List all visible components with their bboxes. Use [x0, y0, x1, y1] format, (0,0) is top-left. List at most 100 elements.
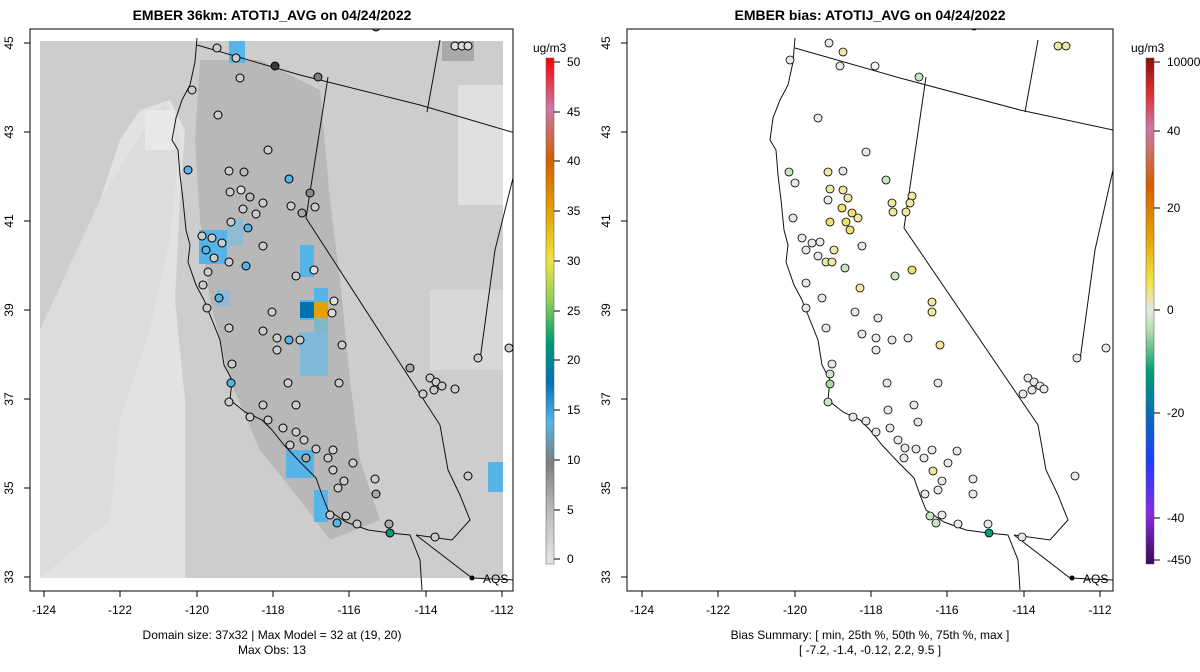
- obs-site: [405, 363, 415, 373]
- bias-site: [900, 443, 910, 453]
- colorbar-tick: 20: [1167, 201, 1181, 215]
- bias-site: [887, 198, 897, 208]
- obs-site: [201, 245, 211, 255]
- bias-site: [785, 55, 795, 65]
- obs-site: [384, 519, 394, 529]
- bias-site: [983, 519, 993, 529]
- bias-site: [801, 245, 811, 255]
- obs-site: [309, 265, 319, 275]
- obs-site: [463, 471, 473, 481]
- obs-site: [332, 518, 342, 528]
- obs-site: [263, 415, 273, 425]
- bias-site: [827, 359, 837, 369]
- obs-site: [437, 381, 447, 391]
- bias-site: [821, 323, 831, 333]
- obs-site: [278, 423, 288, 433]
- obs-site: [241, 261, 251, 271]
- right-map-area: AQS: [627, 29, 1113, 591]
- left-footer-line2: Max Obs: 13: [238, 643, 306, 657]
- right-bias-sites: [784, 29, 1111, 542]
- left-footer-line1: Domain size: 37x32 | Max Model = 32 at (…: [143, 628, 402, 642]
- bias-site: [928, 466, 938, 476]
- obs-site: [270, 61, 280, 71]
- colorbar-tick: 35: [567, 204, 581, 218]
- bias-site: [899, 453, 909, 463]
- obs-site: [224, 166, 234, 176]
- bias-site: [927, 297, 937, 307]
- obs-site: [243, 223, 253, 233]
- bias-site: [927, 445, 937, 455]
- bias-site: [943, 458, 953, 468]
- left-border-id: [426, 39, 441, 113]
- bias-site: [911, 444, 921, 454]
- bias-site: [927, 307, 937, 317]
- model-grid-ocean-inner: [40, 100, 180, 578]
- model-cell-blue: [314, 288, 328, 302]
- right-colorbar: ug/m3 10000 40 20 0 -20 -40 -450: [1131, 41, 1200, 567]
- obs-site: [239, 167, 249, 177]
- bias-site: [807, 238, 817, 248]
- bias-site: [937, 476, 947, 486]
- x-tick-label: -112: [1088, 603, 1111, 617]
- obs-site: [463, 41, 473, 51]
- left-title: EMBER 36km: ATOTIJ_AVG on 04/24/2022: [133, 7, 412, 23]
- obs-site: [301, 453, 311, 463]
- right-map-bg: [627, 29, 1113, 591]
- y-tick-label: 41: [599, 214, 613, 228]
- left-obs-sites: [183, 29, 513, 542]
- bias-site: [885, 423, 895, 433]
- x-tick-label: -124: [32, 603, 56, 617]
- bias-site: [813, 251, 823, 261]
- colorbar-tick: 0: [1167, 303, 1174, 317]
- obs-site: [385, 528, 395, 538]
- obs-site: [310, 202, 320, 212]
- obs-site: [224, 323, 234, 333]
- aqs-legend-marker: [469, 575, 475, 581]
- bias-site: [893, 435, 903, 445]
- bias-site: [1029, 377, 1039, 387]
- obs-site: [285, 440, 295, 450]
- obs-site: [245, 192, 255, 202]
- colorbar-tick: -20: [1167, 406, 1185, 420]
- right-x-axis: -124 -122 -120 -118 -116 -114 -112: [630, 590, 1112, 617]
- colorbar-tick: -40: [1167, 511, 1185, 525]
- obs-site: [227, 359, 237, 369]
- colorbar-tick: 20: [567, 353, 581, 367]
- bias-site: [815, 237, 825, 247]
- bias-site: [907, 265, 917, 275]
- bias-site: [813, 113, 823, 123]
- bias-site: [801, 278, 811, 288]
- model-cell-orange: [314, 302, 328, 318]
- obs-site: [235, 73, 245, 83]
- obs-site: [213, 110, 223, 120]
- obs-site: [291, 400, 301, 410]
- obs-site: [299, 435, 309, 445]
- bias-site: [1027, 385, 1037, 395]
- model-grid-land: [195, 60, 380, 540]
- x-tick-label: -116: [935, 603, 958, 617]
- right-footer-line1: Bias Summary: [ min, 25th %, 50th %, 75t…: [731, 628, 1010, 642]
- colorbar-tick: 50: [567, 55, 581, 69]
- obs-site: [418, 389, 428, 399]
- bias-site: [829, 245, 839, 255]
- bias-site: [835, 61, 845, 71]
- obs-site: [348, 458, 358, 468]
- bias-site: [853, 213, 863, 223]
- bias-site: [825, 217, 835, 227]
- obs-site: [258, 241, 268, 251]
- bias-site: [1070, 471, 1080, 481]
- obs-site: [202, 303, 212, 313]
- bias-site: [920, 489, 930, 499]
- right-border-id: [1024, 39, 1039, 113]
- bias-site: [790, 178, 800, 188]
- left-y-axis: 45 43 41 39 37 35 33: [2, 36, 31, 584]
- obs-site: [291, 271, 301, 281]
- obs-site: [258, 326, 268, 336]
- obs-site: [225, 187, 235, 197]
- model-grid-east: [430, 290, 503, 370]
- bias-site: [937, 510, 947, 520]
- obs-site: [328, 445, 338, 455]
- obs-site: [272, 333, 282, 343]
- model-cell-blue: [314, 318, 328, 332]
- colorbar-tick: 30: [567, 254, 581, 268]
